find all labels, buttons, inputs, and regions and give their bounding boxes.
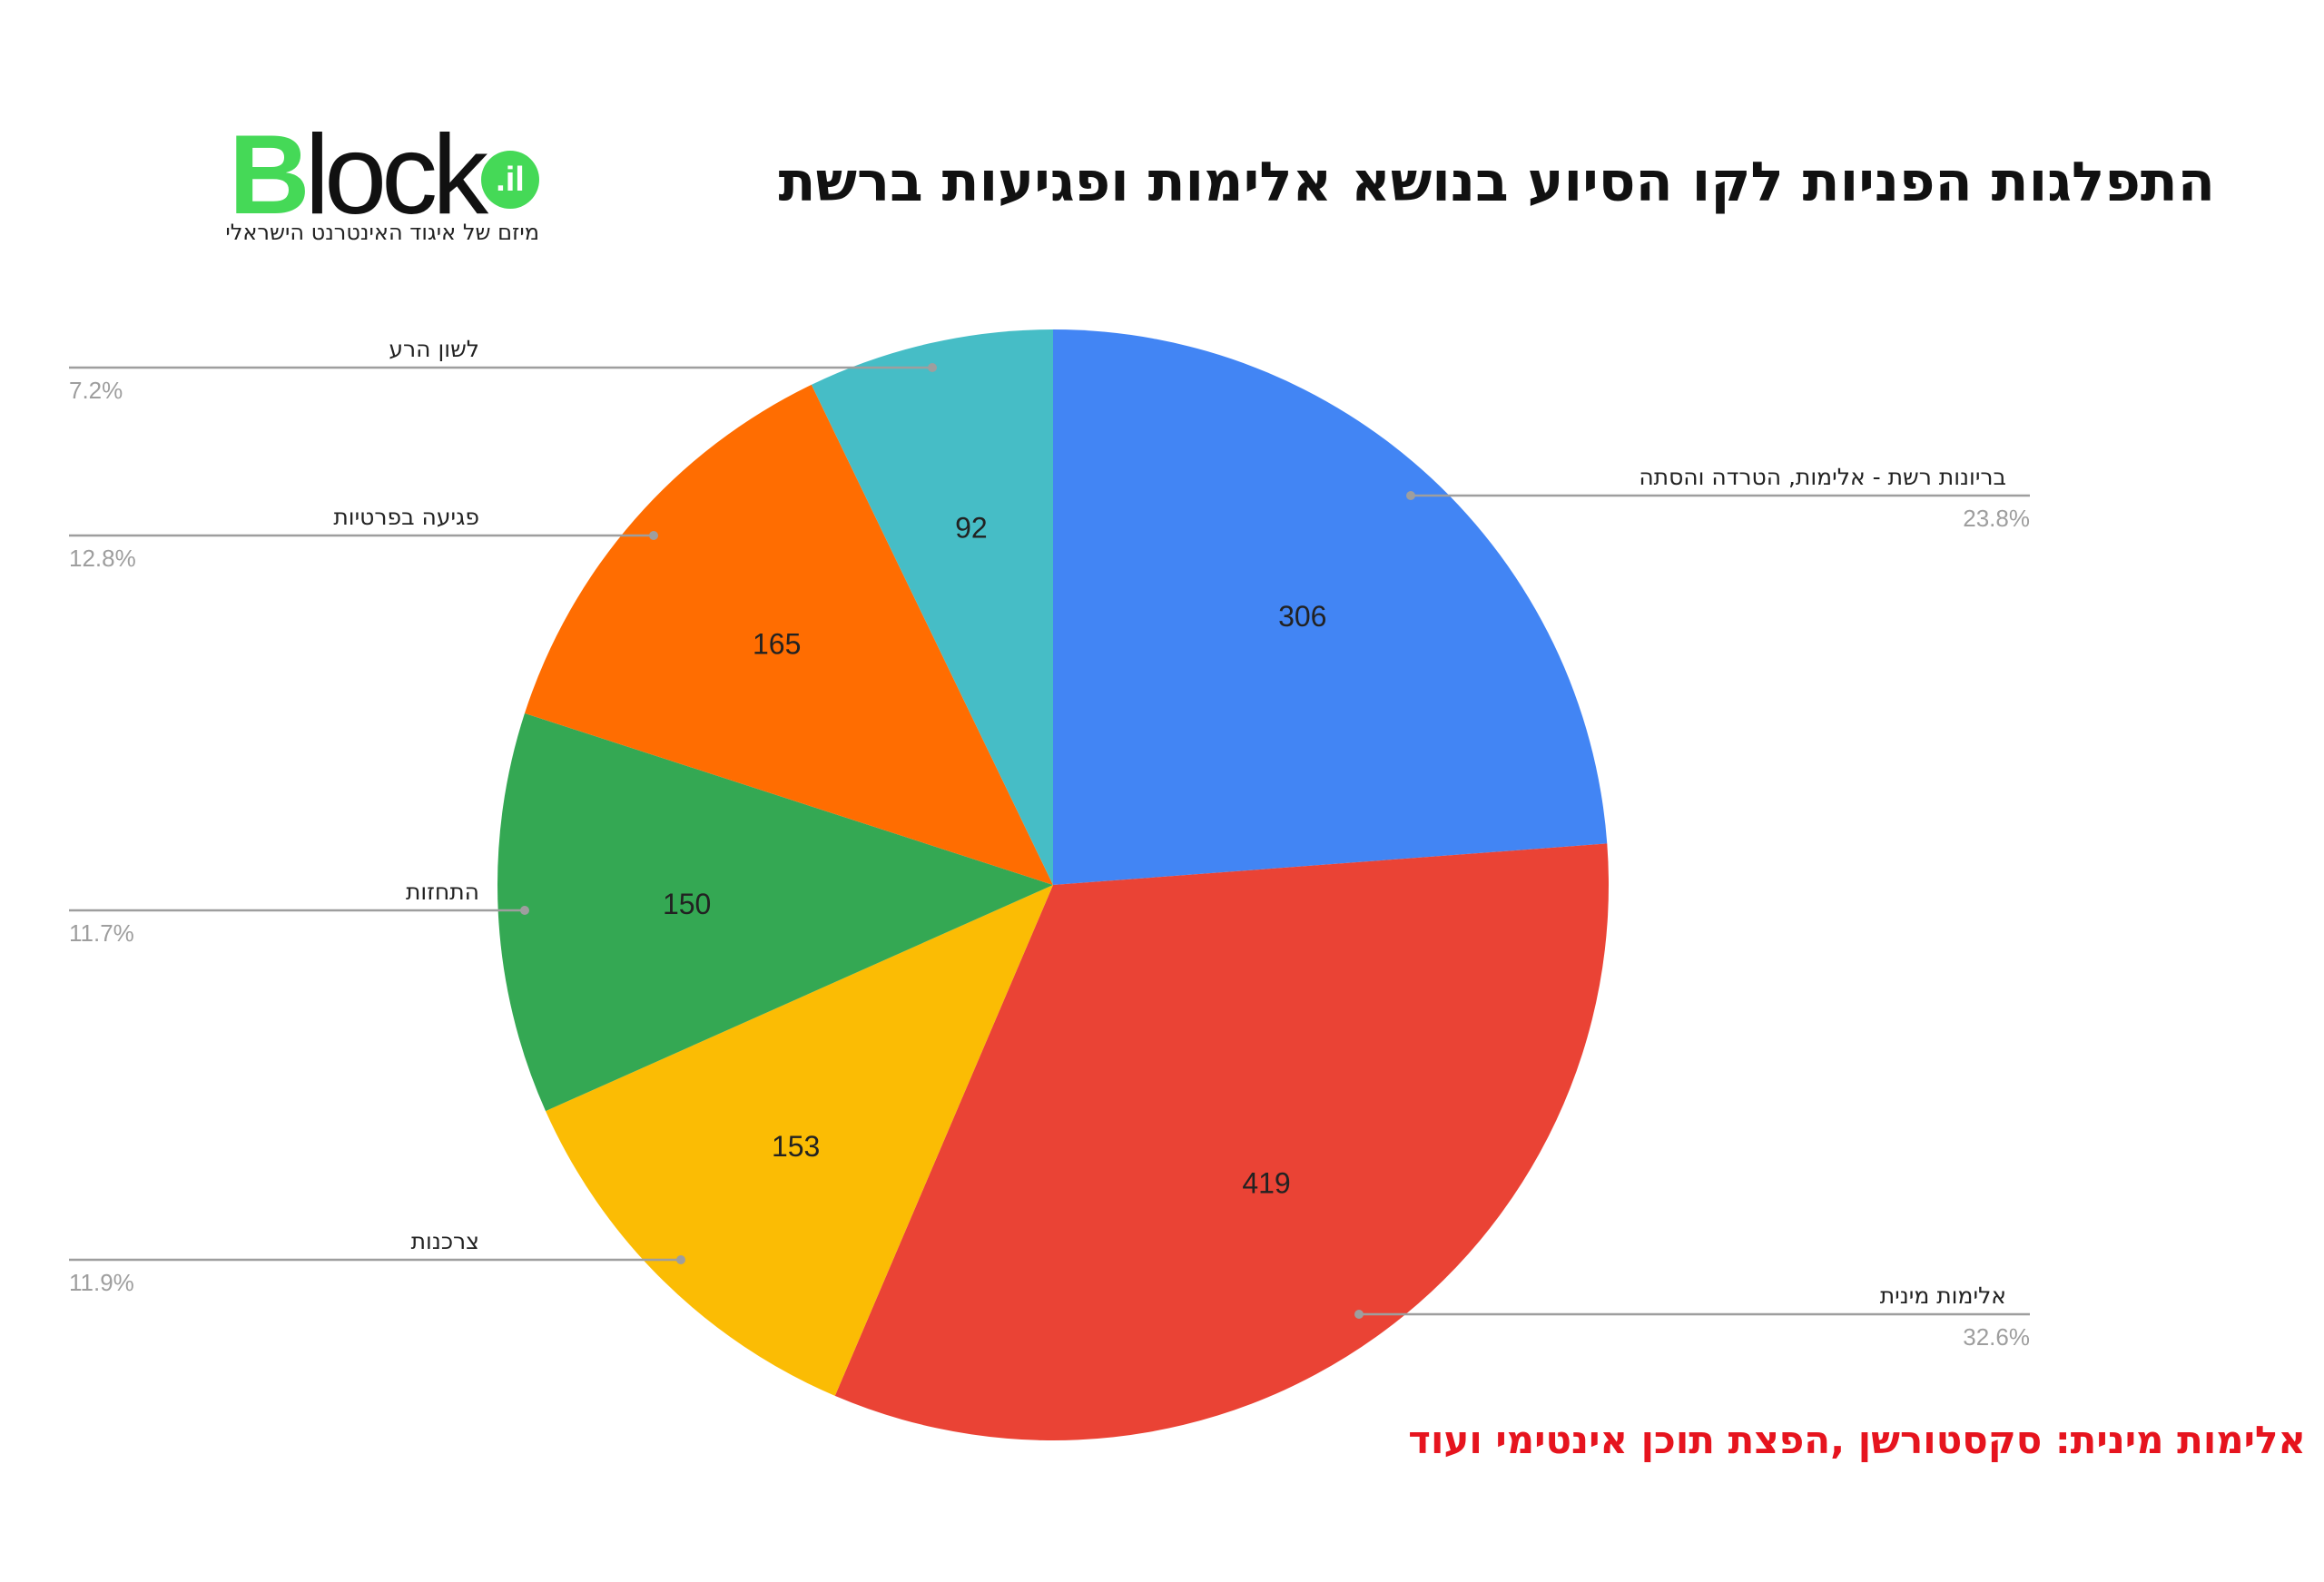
- logo-first-letter: B: [229, 113, 310, 238]
- leader-dot-slice-1: [1406, 491, 1415, 500]
- percent-label-slice-5: 12.8%: [69, 545, 136, 572]
- pie-slice-5: [524, 384, 1053, 885]
- category-label-slice-4: התחזות: [406, 879, 479, 905]
- value-label-slice-3: 153: [772, 1130, 820, 1163]
- value-labels: 306 419 153 150 165 92: [663, 511, 1327, 1199]
- category-label-slice-2: אלימות מינית: [1880, 1282, 2006, 1309]
- percent-label-slice-1: 23.8%: [1963, 505, 2030, 532]
- leader-dot-slice-3: [676, 1255, 685, 1264]
- leader-dot-slice-2: [1354, 1310, 1364, 1319]
- value-label-slice-2: 419: [1242, 1167, 1290, 1200]
- value-label-slice-4: 150: [663, 888, 711, 920]
- percent-label-slice-2: 32.6%: [1963, 1323, 2030, 1351]
- leader-dot-slice-5: [649, 531, 658, 540]
- pie-slice-6: [811, 329, 1053, 885]
- category-label-slice-3: צרכנות: [411, 1228, 479, 1254]
- leader-dot-slice-6: [928, 363, 937, 372]
- pie-slice-4: [497, 712, 1053, 1112]
- percent-label-slice-4: 11.7%: [69, 919, 134, 947]
- category-label-slice-5: פגיעה בפרטיות: [333, 504, 479, 530]
- category-label-slice-6: לשון הרע: [389, 336, 479, 362]
- category-label-slice-1: בריונות רשת - אלימות, הטרדה והסתה: [1639, 464, 2006, 490]
- logo-wordmark: Block: [229, 107, 489, 243]
- callouts: בריונות רשת - אלימות, הטרדה והסתה 23.8% אל…: [69, 336, 2030, 1351]
- percent-label-slice-6: 7.2%: [69, 377, 123, 404]
- pie-slice-3: [546, 885, 1053, 1396]
- value-label-slice-6: 92: [955, 511, 988, 544]
- logo-badge: .il: [481, 151, 539, 209]
- pie-slices: [497, 329, 1609, 1440]
- pie-slice-1: [1053, 329, 1608, 885]
- value-label-slice-5: 165: [753, 627, 801, 660]
- value-label-slice-1: 306: [1278, 600, 1326, 633]
- leader-dot-slice-4: [520, 906, 529, 915]
- logo-tagline: מיזם של איגוד האינטרנט הישראלי: [225, 220, 539, 245]
- chart-title: התפלגות הפניות לקו הסיוע בנושא אלימות ופ…: [778, 151, 2215, 214]
- pie-slice-2: [834, 843, 1609, 1440]
- block-logo: Block .il מיזם של איגוד האינטרנט הישראלי: [225, 113, 556, 252]
- footnote: אלימות מינית: סקסטורשן ,הפצת תוכן אינטימ…: [1408, 1418, 2306, 1462]
- logo-rest: lock: [304, 113, 489, 238]
- percent-label-slice-3: 11.9%: [69, 1269, 134, 1296]
